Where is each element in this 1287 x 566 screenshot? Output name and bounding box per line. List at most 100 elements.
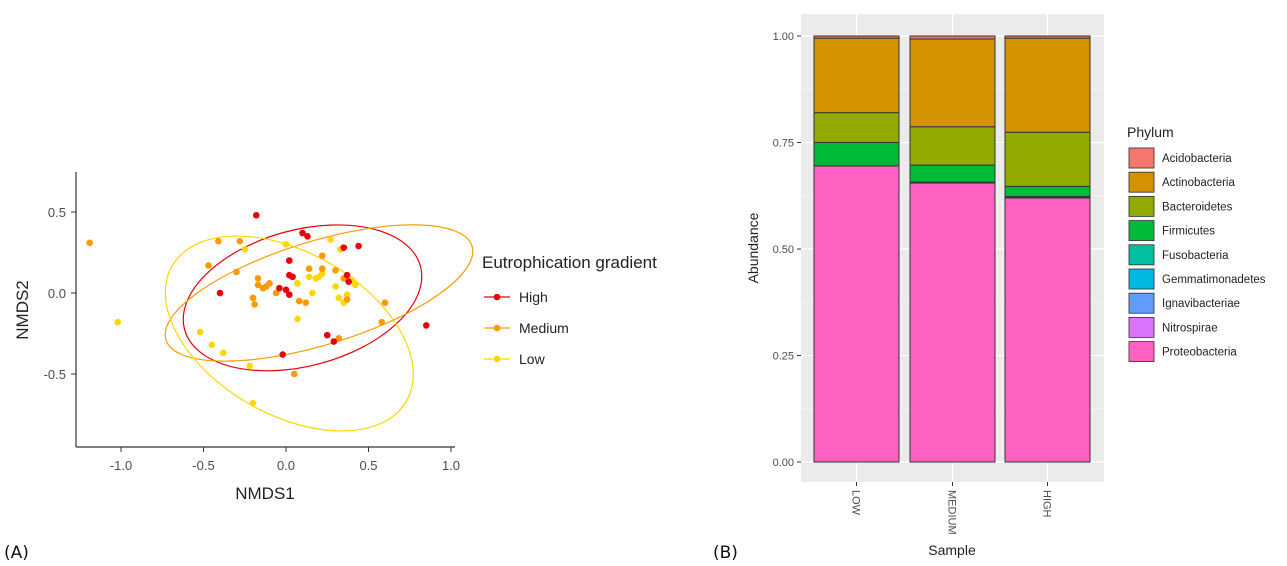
panel-label-a: (A) [4, 543, 29, 563]
point-high [289, 273, 296, 281]
bar-segment-high-actinobacteria [1004, 37, 1091, 133]
legend-swatch-ignavibacteriae [1128, 292, 1155, 314]
b-y-axis-title: Abundance [745, 212, 761, 283]
point-low [220, 349, 227, 357]
point-medium [332, 267, 339, 274]
legend-dot-medium [493, 324, 501, 332]
point-low [294, 279, 301, 287]
a-y-ticks: 0.5 0.0 -0.5 [44, 205, 76, 382]
bar-segment-low-acidobacteria [813, 35, 900, 39]
point-medium [343, 296, 351, 303]
a-legend-title: Eutrophication gradient [482, 253, 657, 272]
point-low [208, 341, 216, 349]
point-high [422, 322, 430, 329]
b-x-ticks: LOW MEDIUM HIGH [850, 482, 1053, 535]
point-high [343, 271, 351, 279]
legend-swatch-firmicutes [1128, 220, 1155, 242]
bar-segment-medium-actinobacteria [909, 38, 996, 128]
point-medium [290, 370, 298, 378]
ellipse-high [182, 224, 423, 372]
point-high [340, 244, 348, 251]
point-high [286, 291, 293, 298]
bar-segment-high-bacteroidetes [1004, 131, 1091, 187]
a-x-ticks: -1.0 -0.5 0.0 0.5 1.0 [110, 447, 460, 473]
point-low [332, 283, 339, 290]
point-low [309, 289, 316, 297]
a-x-tick-label: -1.0 [110, 458, 132, 473]
legend-label-acidobacteria: Acidobacteria [1162, 153, 1232, 165]
bar-segment-low-firmicutes [813, 142, 900, 167]
point-medium [381, 299, 389, 307]
a-x-tick-label: 0.0 [277, 458, 295, 473]
stacked-bar-panel: 0.00 0.25 0.50 0.75 1.00 LOW MEDIUM HIGH Sampl… [713, 14, 1266, 563]
bar-segment-low-actinobacteria [813, 37, 900, 114]
legend-swatch-gemmatimonadetes [1128, 268, 1155, 290]
b-x-tick-label: HIGH [1041, 490, 1053, 518]
bar-segment-medium-proteobacteria [909, 182, 996, 463]
nmds-scatter-panel: -1.0 -0.5 0.0 0.5 1.0 0.5 0.0 -0.5 NMDS1 NMDS2… [4, 172, 657, 563]
point-low [241, 245, 249, 253]
scatter-points [86, 211, 430, 407]
bar-segment-low-proteobacteria [813, 165, 900, 463]
point-low [327, 236, 334, 243]
point-medium [335, 335, 343, 342]
legend-label-low: Low [519, 351, 546, 367]
point-medium [233, 268, 240, 276]
point-low [282, 241, 290, 248]
b-y-tick-label: 0.50 [773, 244, 794, 256]
point-low [335, 294, 343, 302]
a-legend: Eutrophication gradient High Medium Low [482, 253, 657, 367]
legend-swatch-fusobacteria [1128, 244, 1155, 266]
point-medium [302, 299, 310, 307]
b-bars [813, 35, 1091, 463]
point-low [343, 291, 351, 298]
a-y-axis-title: NMDS2 [13, 280, 32, 340]
legend-label-firmicutes: Firmicutes [1162, 226, 1215, 238]
bar-segment-low-bacteroidetes [813, 112, 900, 143]
legend-label-ignavibacteriae: Ignavibacteriae [1162, 298, 1240, 310]
point-medium [249, 294, 257, 302]
point-medium [319, 265, 326, 273]
legend-label-nitrospirae: Nitrospirae [1162, 322, 1218, 334]
a-x-tick-label: 0.5 [359, 458, 377, 473]
legend-swatch-bacteroidetes [1128, 195, 1155, 217]
b-y-tick-label: 0.00 [773, 457, 794, 469]
point-high [323, 331, 331, 339]
point-medium [272, 289, 280, 297]
b-legend: Phylum Acidobacteria Actinobacteria Bacter… [1127, 124, 1266, 363]
point-low [196, 328, 204, 336]
legend-dot-low [493, 355, 501, 363]
point-low [312, 275, 320, 282]
legend-dot-high [493, 293, 501, 301]
point-low [249, 399, 257, 407]
point-low [352, 281, 359, 289]
legend-label-high: High [519, 289, 548, 305]
point-medium [251, 301, 258, 308]
point-low [246, 362, 253, 370]
point-medium [262, 283, 270, 290]
point-high [299, 229, 306, 237]
b-x-tick-label: LOW [850, 490, 862, 516]
a-x-tick-label: 1.0 [442, 458, 460, 473]
point-medium [305, 265, 313, 273]
point-high [252, 211, 260, 219]
b-y-tick-label: 0.25 [773, 351, 794, 363]
legend-swatch-nitrospirae [1128, 316, 1155, 338]
point-low [294, 315, 301, 323]
point-low [305, 273, 313, 281]
bar-segment-medium-bacteroidetes [909, 126, 996, 166]
legend-label-gemmatimonadetes: Gemmatimonadetes [1162, 274, 1266, 286]
b-y-ticks: 0.00 0.25 0.50 0.75 1.00 [773, 31, 801, 469]
b-x-tick-label: MEDIUM [946, 490, 958, 535]
point-high [276, 284, 283, 292]
bar-segment-medium-firmicutes [909, 164, 996, 183]
point-high [330, 338, 338, 345]
bar-segment-medium-acidobacteria [909, 35, 996, 40]
legend-swatch-proteobacteria [1128, 341, 1155, 363]
point-high [286, 257, 293, 264]
point-medium [319, 252, 326, 260]
point-high [279, 351, 287, 358]
point-high [345, 278, 353, 285]
a-x-axis-title: NMDS1 [235, 484, 295, 503]
bar-segment-high-proteobacteria [1004, 197, 1091, 463]
